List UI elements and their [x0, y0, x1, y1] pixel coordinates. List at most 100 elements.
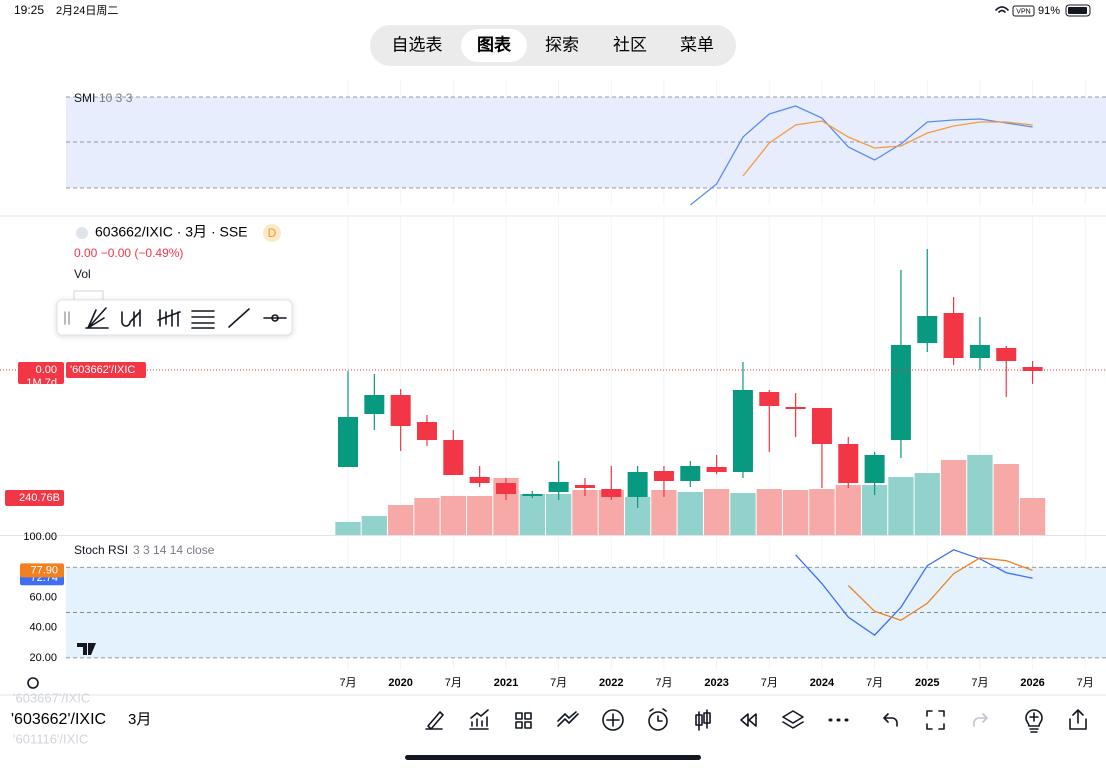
change: 0.00 −0.00 (−0.49%): [74, 246, 183, 260]
wifi-icon: [995, 6, 1009, 13]
volume-bar: [940, 459, 967, 535]
bottom-toolbar: [425, 708, 1087, 733]
tool-pitchfork[interactable]: [121, 309, 141, 327]
icon-ideas[interactable]: [1025, 709, 1043, 733]
candle-body: [548, 482, 569, 492]
tool-fan[interactable]: [85, 307, 109, 329]
x-tick-label: 7月: [761, 677, 778, 689]
icon-indicators[interactable]: [469, 709, 489, 730]
y-tick-label: 40.00: [29, 622, 57, 634]
tab-bar: [370, 25, 736, 66]
volume-bar: [651, 489, 677, 535]
volume-bar: [993, 463, 1019, 535]
tab[interactable]: 图表: [477, 34, 512, 54]
tool-ray[interactable]: [263, 314, 287, 322]
volume-bar: [677, 491, 703, 535]
volume-bar: [519, 493, 545, 535]
candle-body: [601, 489, 622, 497]
x-tick-label: 2021: [494, 677, 518, 689]
battery-level: [1068, 7, 1087, 14]
bottom-symbol[interactable]: '603662'/IXIC: [11, 711, 106, 728]
candle-body: [416, 422, 437, 440]
x-tick-label: 7月: [550, 677, 567, 689]
badge-bg: [263, 224, 281, 242]
candle-body: [785, 407, 806, 409]
rsi-line: [847, 557, 1033, 622]
volume-bar: [756, 489, 782, 535]
candle-body: [522, 494, 543, 496]
settings-icon[interactable]: [27, 677, 39, 689]
battery-text: 91%: [1038, 5, 1060, 17]
battery-icon: [1065, 4, 1091, 17]
volume-bar: [914, 473, 940, 535]
icon-layout[interactable]: [515, 712, 532, 729]
candle-body: [364, 395, 385, 414]
y-tick-label: 60.00: [29, 591, 57, 603]
symbol-tag: '603662'/IXIC: [70, 364, 135, 376]
volume-last-label: 240.76B: [19, 492, 60, 504]
candle-body: [495, 483, 516, 494]
badge: D: [268, 226, 277, 240]
candle-body: [653, 471, 674, 481]
icon-layers[interactable]: [782, 710, 804, 729]
smi-line: [689, 105, 1033, 206]
icon-compare[interactable]: [557, 711, 579, 727]
volume-bar: [572, 489, 598, 535]
date: 2月24日周二: [56, 4, 118, 17]
interval[interactable]: 3月: [128, 711, 151, 728]
icon-add[interactable]: [602, 709, 624, 731]
grip[interactable]: [64, 311, 70, 325]
x-tick-label: 2023: [704, 677, 728, 689]
tool-fib[interactable]: [191, 310, 215, 329]
candle-body: [811, 408, 832, 444]
icon-undo[interactable]: [883, 713, 898, 727]
candle-body: [469, 477, 490, 483]
tab[interactable]: 自选表: [392, 35, 443, 54]
logo: [77, 643, 96, 655]
home-indicator: [405, 755, 701, 760]
volume-bar: [835, 485, 861, 535]
smi-params: 10 3 3: [99, 91, 133, 105]
x-tick-label: 7月: [655, 677, 672, 689]
candle-body: [759, 392, 780, 406]
vpn-box: [1012, 5, 1035, 17]
candle-body: [969, 345, 990, 358]
tab[interactable]: 探索: [545, 35, 579, 54]
volume-bar: [809, 489, 835, 535]
drawing-tools: [64, 307, 287, 329]
tab-active: [461, 29, 527, 62]
icon-share[interactable]: [1069, 709, 1087, 730]
next-symbol[interactable]: '601116'/IXIC: [13, 731, 88, 746]
icon-fullscreen[interactable]: [926, 710, 945, 730]
drawing-toolbar: [56, 299, 293, 336]
x-tick-label: 2026: [1020, 677, 1044, 689]
candle-body: [890, 345, 911, 440]
icon-redo[interactable]: [973, 713, 988, 727]
x-tick-label: 7月: [339, 677, 356, 689]
volume-bar: [703, 489, 730, 535]
volume-bar: [888, 477, 914, 535]
symbol: 603662/IXIC · 3月 · SSE: [95, 224, 248, 240]
candle-body: [706, 467, 727, 472]
volume-bar: [730, 493, 756, 535]
tab[interactable]: 社区: [613, 35, 647, 54]
smi-title: SMI: [74, 91, 95, 105]
x-tick-label: 7月: [1077, 677, 1094, 689]
icon-candles[interactable]: [695, 709, 711, 731]
icon-alert[interactable]: [648, 708, 668, 731]
candle-body: [864, 455, 885, 483]
tab[interactable]: 菜单: [680, 35, 714, 54]
y-tick-label: 20.00: [29, 652, 57, 664]
volume-bar: [440, 495, 466, 535]
icon-draw[interactable]: [425, 711, 444, 730]
tool-gann[interactable]: [157, 309, 181, 327]
volume-label: Vol: [74, 267, 91, 281]
volume-bar: [335, 521, 361, 535]
icon-replay[interactable]: [740, 713, 757, 727]
candle-body: [943, 313, 964, 358]
tool-line[interactable]: [228, 308, 250, 328]
prev-symbol[interactable]: '603667'/IXIC: [13, 690, 90, 705]
candle-body: [1022, 367, 1043, 371]
